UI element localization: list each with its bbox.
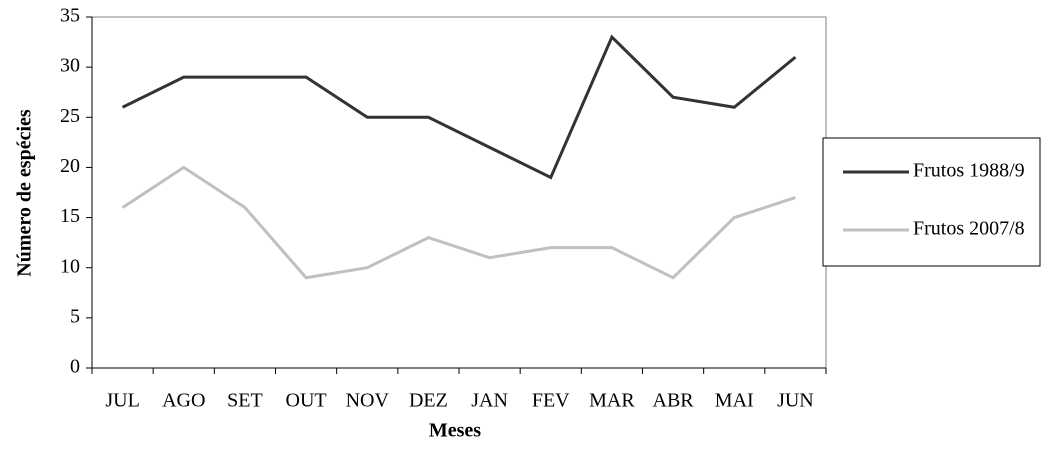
series-line [121,165,796,280]
y-tick-label: 10 [60,255,80,277]
x-tick-label: MAR [589,390,635,412]
y-tick-label: 0 [70,356,80,378]
plot-area [91,16,827,369]
y-tick-label: 30 [60,55,80,77]
x-axis-label: Meses [429,420,481,442]
legend [822,137,1041,267]
x-tick-label: MAI [715,390,754,412]
x-tick-label: SET [227,390,263,412]
y-tick-label: 25 [60,105,80,127]
legend-label: Frutos 2007/8 [913,218,1025,240]
x-tick-label: FEV [532,390,570,412]
x-tick-label: DEZ [409,390,448,412]
x-tick-label: NOV [346,390,390,412]
y-tick-label: 5 [70,305,80,327]
x-tick-label: JUN [777,390,814,412]
x-tick-label: JUL [105,390,139,412]
x-tick-label: AGO [162,390,205,412]
series-line [121,34,797,180]
x-tick-label: JAN [471,390,508,412]
x-tick-label: ABR [653,390,695,412]
x-tick-label: OUT [286,390,327,412]
y-axis-label: Número de espécies [14,109,36,277]
y-tick-label: 15 [60,205,80,227]
y-tick-label: 20 [60,155,80,177]
legend-label: Frutos 1988/9 [913,160,1025,182]
y-tick-label: 35 [60,5,80,27]
